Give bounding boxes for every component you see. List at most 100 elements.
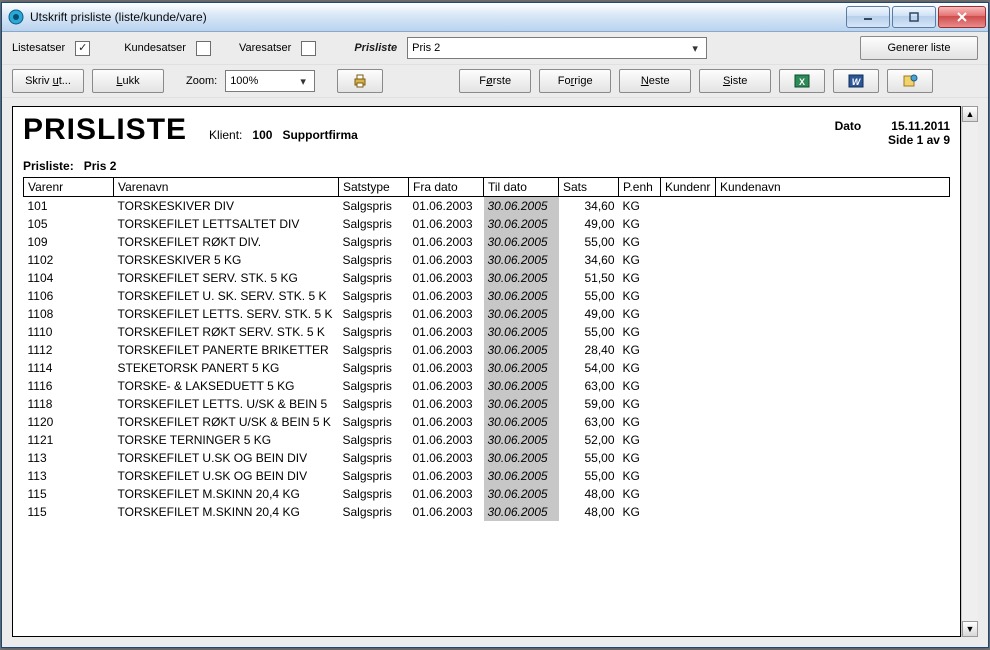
siste-button[interactable]: Siste: [699, 69, 771, 93]
cell-varenr: 109: [24, 233, 114, 251]
cell-kundenr: [661, 467, 716, 485]
cell-kundenavn: [716, 341, 950, 359]
cell-penh: KG: [619, 251, 661, 269]
cell-satstype: Salgspris: [339, 323, 409, 341]
col-fra-dato: Fra dato: [409, 178, 484, 197]
scroll-track[interactable]: [962, 122, 978, 621]
cell-varenavn: TORSKESKIVER 5 KG: [114, 251, 339, 269]
table-row: 1102TORSKESKIVER 5 KGSalgspris01.06.2003…: [24, 251, 950, 269]
kundesatser-label: Kundesatser: [124, 42, 186, 54]
cell-varenavn: TORSKEFILET M.SKINN 20,4 KG: [114, 485, 339, 503]
cell-kundenr: [661, 413, 716, 431]
window-title: Utskrift prisliste (liste/kunde/vare): [30, 10, 207, 24]
cell-til-dato: 30.06.2005: [484, 485, 559, 503]
cell-sats: 28,40: [559, 341, 619, 359]
cell-sats: 55,00: [559, 233, 619, 251]
cell-til-dato: 30.06.2005: [484, 413, 559, 431]
cell-kundenavn: [716, 377, 950, 395]
cell-kundenr: [661, 503, 716, 521]
table-row: 1120TORSKEFILET RØKT U/SK & BEIN 5 KSalg…: [24, 413, 950, 431]
cell-varenavn: TORSKEFILET RØKT U/SK & BEIN 5 K: [114, 413, 339, 431]
table-row: 1108TORSKEFILET LETTS. SERV. STK. 5 KSal…: [24, 305, 950, 323]
forste-button[interactable]: Første: [459, 69, 531, 93]
kundesatser-checkbox[interactable]: [196, 41, 211, 56]
close-button[interactable]: [938, 6, 986, 28]
report-table: Varenr Varenavn Satstype Fra dato Til da…: [23, 177, 950, 521]
maximize-button[interactable]: [892, 6, 936, 28]
zoom-select[interactable]: 100% ▾: [225, 70, 315, 92]
dato-value: 15.11.2011: [891, 119, 950, 133]
side-label: Side 1 av 9: [888, 133, 950, 147]
klient-kode: 100: [252, 128, 272, 142]
cell-sats: 63,00: [559, 413, 619, 431]
table-row: 1104TORSKEFILET SERV. STK. 5 KGSalgspris…: [24, 269, 950, 287]
cell-sats: 34,60: [559, 197, 619, 216]
skriv-ut-button[interactable]: Skriv ut...: [12, 69, 84, 93]
cell-kundenr: [661, 287, 716, 305]
minimize-button[interactable]: [846, 6, 890, 28]
forrige-button[interactable]: Forrige: [539, 69, 611, 93]
word-icon-button[interactable]: W: [833, 69, 879, 93]
vertical-scrollbar[interactable]: ▲ ▼: [961, 106, 978, 637]
cell-kundenr: [661, 377, 716, 395]
col-sats: Sats: [559, 178, 619, 197]
cell-kundenavn: [716, 467, 950, 485]
cell-fra-dato: 01.06.2003: [409, 449, 484, 467]
report-title: PRISLISTE: [23, 113, 187, 147]
cell-kundenavn: [716, 305, 950, 323]
cell-sats: 55,00: [559, 467, 619, 485]
cell-fra-dato: 01.06.2003: [409, 305, 484, 323]
cell-satstype: Salgspris: [339, 269, 409, 287]
lukk-button[interactable]: Lukk: [92, 69, 164, 93]
cell-fra-dato: 01.06.2003: [409, 341, 484, 359]
cell-kundenr: [661, 215, 716, 233]
filter-bar: Listesatser Kundesatser Varesatser Prisl…: [2, 32, 988, 65]
cell-varenavn: TORSKEFILET M.SKINN 20,4 KG: [114, 503, 339, 521]
table-row: 105TORSKEFILET LETTSALTET DIVSalgspris01…: [24, 215, 950, 233]
cell-fra-dato: 01.06.2003: [409, 395, 484, 413]
export-icon-button[interactable]: [887, 69, 933, 93]
cell-sats: 55,00: [559, 449, 619, 467]
cell-varenavn: TORSKEFILET U.SK OG BEIN DIV: [114, 467, 339, 485]
cell-til-dato: 30.06.2005: [484, 449, 559, 467]
varesatser-checkbox[interactable]: [301, 41, 316, 56]
cell-kundenavn: [716, 503, 950, 521]
report-page: PRISLISTE Klient: 100 Supportfirma Dato …: [12, 106, 961, 637]
cell-fra-dato: 01.06.2003: [409, 197, 484, 216]
cell-varenr: 105: [24, 215, 114, 233]
cell-til-dato: 30.06.2005: [484, 503, 559, 521]
prisliste-line-label: Prisliste:: [23, 159, 74, 173]
cell-penh: KG: [619, 503, 661, 521]
listesatser-checkbox[interactable]: [75, 41, 90, 56]
scroll-up-icon[interactable]: ▲: [962, 106, 978, 122]
scroll-down-icon[interactable]: ▼: [962, 621, 978, 637]
cell-kundenr: [661, 395, 716, 413]
klient-label: Klient:: [209, 128, 242, 142]
cell-satstype: Salgspris: [339, 305, 409, 323]
cell-kundenavn: [716, 485, 950, 503]
cell-kundenr: [661, 233, 716, 251]
cell-kundenr: [661, 431, 716, 449]
cell-sats: 52,00: [559, 431, 619, 449]
zoom-label: Zoom:: [186, 75, 217, 87]
neste-button[interactable]: Neste: [619, 69, 691, 93]
cell-varenr: 1112: [24, 341, 114, 359]
cell-sats: 48,00: [559, 503, 619, 521]
svg-text:X: X: [799, 77, 805, 87]
cell-kundenr: [661, 359, 716, 377]
app-icon: [8, 9, 24, 25]
cell-varenr: 115: [24, 503, 114, 521]
cell-penh: KG: [619, 485, 661, 503]
table-row: 101TORSKESKIVER DIVSalgspris01.06.200330…: [24, 197, 950, 216]
cell-til-dato: 30.06.2005: [484, 287, 559, 305]
cell-penh: KG: [619, 287, 661, 305]
cell-satstype: Salgspris: [339, 395, 409, 413]
prisliste-select[interactable]: Pris 2 ▾: [407, 37, 707, 59]
excel-icon-button[interactable]: X: [779, 69, 825, 93]
cell-kundenavn: [716, 197, 950, 216]
printer-icon-button[interactable]: [337, 69, 383, 93]
cell-varenavn: STEKETORSK PANERT 5 KG: [114, 359, 339, 377]
cell-kundenavn: [716, 431, 950, 449]
cell-sats: 55,00: [559, 323, 619, 341]
generer-liste-button[interactable]: Generer liste: [860, 36, 978, 60]
